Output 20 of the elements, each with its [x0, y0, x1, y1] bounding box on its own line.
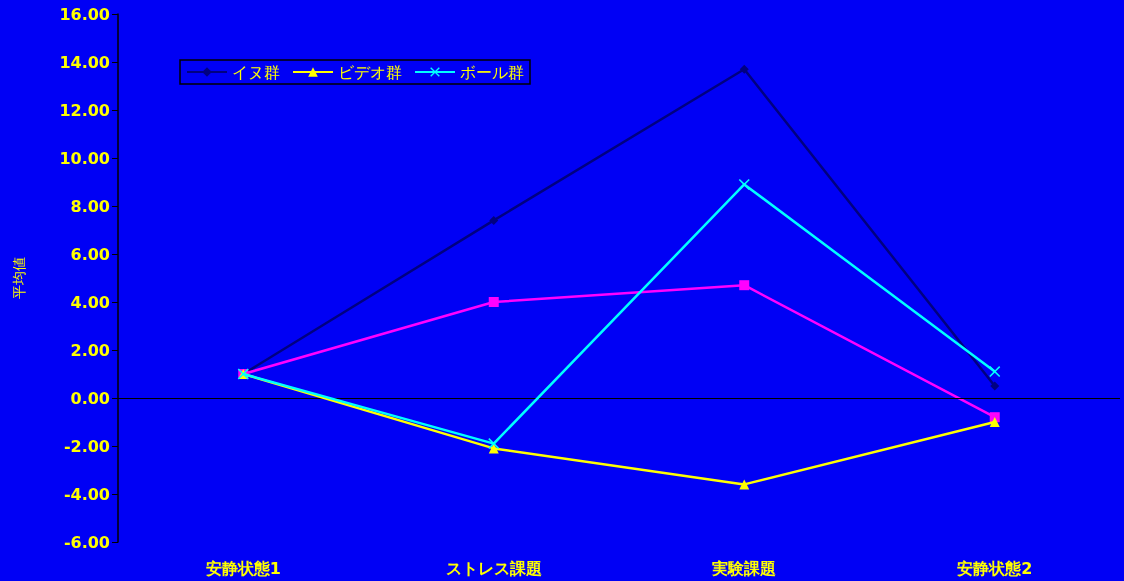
y-tick-label: 0.00 [70, 388, 110, 408]
y-tick-label: 2.00 [70, 340, 110, 360]
y-tick-label: 4.00 [70, 292, 110, 312]
x-tick-label: 実験課題 [711, 558, 777, 578]
y-tick-label: 6.00 [70, 244, 110, 264]
y-axis-title: 平均値 [11, 257, 27, 299]
legend-label: ボール群 [460, 62, 524, 82]
y-tick-label: -6.00 [63, 532, 110, 552]
y-tick-label: -4.00 [63, 484, 110, 504]
y-tick-label: -2.00 [63, 436, 110, 456]
x-tick-label: 安静状態1 [205, 558, 281, 578]
y-tick-label: 16.00 [59, 4, 110, 24]
y-tick-label: 8.00 [70, 196, 110, 216]
legend-label: イヌ群 [232, 62, 280, 82]
y-tick-label: 10.00 [59, 148, 110, 168]
x-tick-label: ストレス課題 [445, 558, 542, 578]
y-tick-label: 14.00 [59, 52, 110, 72]
x-tick-label: 安静状態2 [957, 558, 1033, 578]
y-tick-label: 12.00 [59, 100, 110, 120]
legend-label: ビデオ群 [338, 62, 402, 82]
